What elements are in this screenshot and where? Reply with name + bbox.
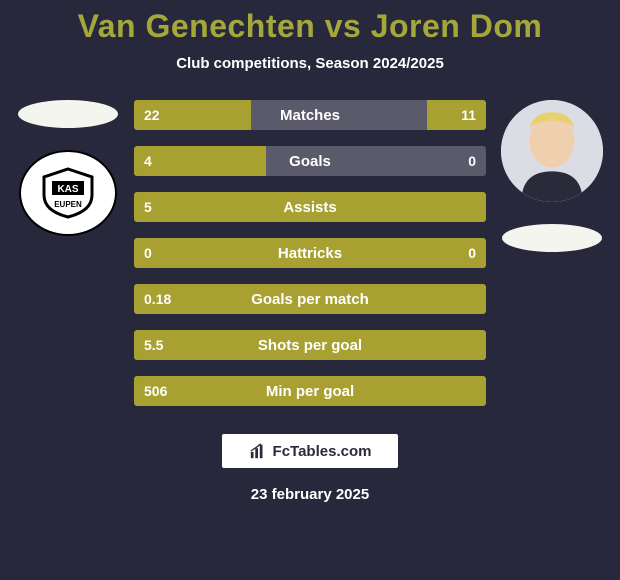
bar-bg [134,100,486,130]
bar-full-fill [134,192,486,222]
footer-brand-text: FcTables.com [273,443,372,460]
stat-bar-row: 5Assists [134,192,486,222]
bar-bg [134,330,486,360]
stat-bars: 22Matches11 4Goals0 5Assists 0Hattricks0 0.1… [134,100,486,406]
subtitle: Club competitions, Season 2024/2025 [0,55,620,72]
comparison-layout: KAS EUPEN 22Matches11 4Goals0 5Assists 0Hat… [0,100,620,406]
bar-bg [134,146,486,176]
stat-bar-row: 22Matches11 [134,100,486,130]
player-left-placeholder [18,100,118,128]
player-right-avatar [501,100,603,202]
svg-text:KAS: KAS [57,184,78,195]
footer-date: 23 february 2025 [0,486,620,503]
bar-full-fill [134,284,486,314]
chart-icon [249,442,267,460]
shield-icon: KAS EUPEN [38,167,98,219]
bar-mid-empty [251,100,427,130]
bar-bg [134,376,486,406]
bar-full-fill [134,376,486,406]
stat-bar-row: 506Min per goal [134,376,486,406]
bar-right-fill [427,100,486,130]
stat-bar-row: 5.5Shots per goal [134,330,486,360]
bar-full-fill [134,330,486,360]
bar-left-fill [134,146,266,176]
svg-text:EUPEN: EUPEN [54,200,82,209]
bar-left-fill [134,100,251,130]
bar-bg [134,238,486,268]
player-right-column [492,100,612,252]
player-left-column: KAS EUPEN [8,100,128,236]
page-title: Van Genechten vs Joren Dom [0,0,620,45]
bar-full-fill [134,238,486,268]
bar-bg [134,192,486,222]
bar-mid-empty [266,146,486,176]
club-logo-left: KAS EUPEN [19,150,117,236]
footer-brand: FcTables.com [222,434,398,468]
stat-bar-row: 4Goals0 [134,146,486,176]
bar-bg [134,284,486,314]
stat-bar-row: 0Hattricks0 [134,238,486,268]
club-right-placeholder [502,224,602,252]
stat-bar-row: 0.18Goals per match [134,284,486,314]
avatar-icon [501,100,603,202]
